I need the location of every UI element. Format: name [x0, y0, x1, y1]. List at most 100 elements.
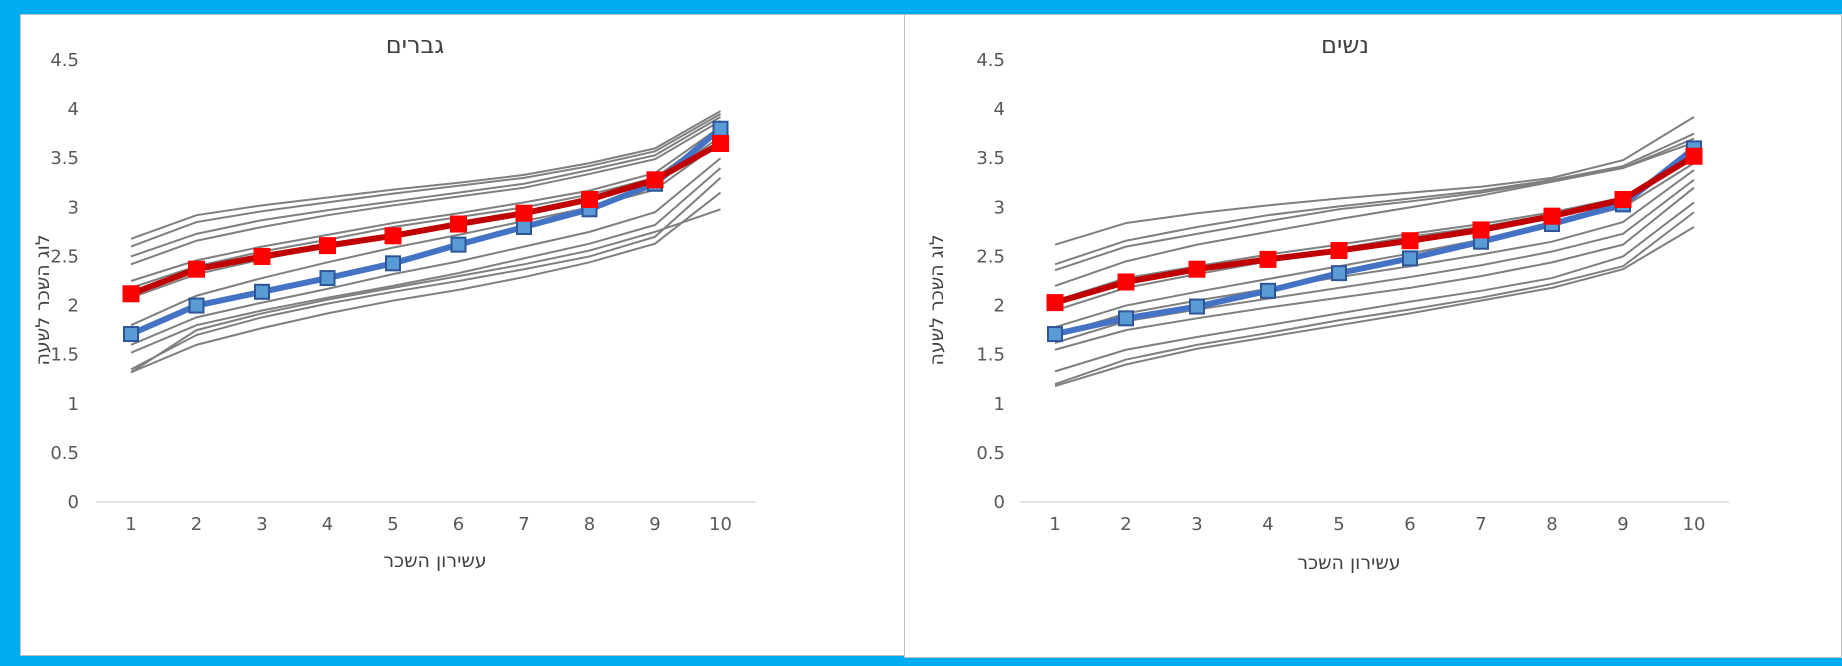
y-axis-title: לוג השכר לשעה	[926, 234, 948, 365]
series-marker	[450, 215, 467, 233]
y-tick-label: 1.5	[50, 345, 79, 366]
women-chart-panel: נשים עשירון השכר לוג השכר לשעה 0 0.5 1 1.5 2…	[904, 14, 1842, 658]
background-series-line	[1054, 186, 1695, 351]
background-series-line	[130, 167, 722, 354]
x-tick-label: 5	[387, 514, 398, 535]
x-tick-label: 10	[1683, 514, 1706, 535]
series-marker	[384, 227, 402, 245]
y-tick-label: 1.5	[976, 345, 1005, 366]
background-series-line	[1054, 132, 1695, 266]
background-series-line	[1054, 169, 1695, 336]
x-tick-label: 5	[1333, 514, 1344, 535]
background-series-line	[130, 157, 722, 346]
chart-title: גברים	[386, 31, 445, 59]
series-marker	[122, 285, 140, 303]
x-tick-label: 6	[453, 514, 464, 535]
y-tick-label: 2.5	[50, 246, 79, 267]
series-marker	[319, 237, 336, 255]
y-tick-label: 4.5	[50, 50, 79, 71]
chart-title: נשים	[1321, 31, 1369, 59]
x-tick-label: 4	[1262, 514, 1273, 535]
series-marker	[1259, 250, 1277, 268]
y-tick-label: 3	[68, 197, 79, 218]
background-series-line	[1054, 116, 1695, 246]
background-series-line	[130, 208, 721, 374]
x-tick-label: 3	[1191, 514, 1202, 535]
y-tick-label: 3.5	[50, 148, 79, 169]
x-tick-label: 1	[125, 514, 136, 535]
background-series-line	[130, 113, 721, 248]
series-marker	[516, 218, 532, 235]
y-tick-label: 0	[994, 492, 1005, 513]
background-series-line	[130, 129, 722, 289]
y-tick-label: 4	[68, 99, 79, 120]
series-marker	[1614, 190, 1632, 208]
y-tick-label: 3	[994, 197, 1005, 218]
highlight-series-line	[129, 140, 722, 297]
y-tick-label: 0	[68, 492, 79, 513]
x-tick-label: 4	[322, 514, 333, 535]
x-axis-title: עשירון השכר	[1297, 552, 1400, 574]
men-chart-panel: גברים עשירון השכר לוג השכר לשעה 0 0.5 1 1.5…	[20, 14, 907, 656]
x-tick-label: 7	[1475, 514, 1486, 535]
series-marker	[123, 326, 139, 343]
y-tick-label: 1	[68, 394, 79, 415]
y-tick-label: 0.5	[50, 443, 79, 464]
background-series-line	[1054, 211, 1695, 386]
background-series-line	[130, 116, 722, 258]
series-marker	[188, 260, 205, 278]
x-tick-label: 3	[256, 514, 267, 535]
background-series-line	[1054, 157, 1695, 312]
y-tick-label: 3.5	[976, 148, 1005, 169]
background-series-line	[1054, 226, 1695, 388]
background-series-line	[130, 125, 722, 282]
series-marker	[1188, 260, 1206, 278]
background-series-line	[1054, 141, 1695, 287]
women-chart: נשים עשירון השכר לוג השכר לשעה 0 0.5 1 1.5 2…	[926, 31, 1729, 574]
x-tick-label: 7	[518, 514, 529, 535]
series-marker	[254, 283, 270, 300]
series-marker	[385, 255, 401, 272]
highlight-series-line	[1054, 146, 1696, 337]
x-tick-label: 6	[1404, 514, 1415, 535]
series-marker	[712, 120, 729, 137]
y-tick-label: 2	[994, 296, 1005, 317]
x-tick-label: 10	[709, 514, 732, 535]
series-marker	[581, 190, 598, 208]
series-marker	[1117, 273, 1135, 291]
y-tick-label: 4.5	[976, 50, 1005, 71]
series-marker	[1118, 310, 1134, 327]
background-series-line	[130, 110, 721, 240]
x-axis-title: עשירון השכר	[383, 550, 486, 572]
x-tick-label: 1	[1049, 514, 1060, 535]
series-marker	[1331, 265, 1347, 282]
y-tick-label: 0.5	[976, 443, 1005, 464]
series-marker	[1047, 326, 1063, 343]
series-marker	[1401, 232, 1419, 250]
series-marker	[1330, 242, 1348, 260]
series-marker	[1046, 294, 1064, 312]
x-tick-label: 8	[584, 514, 595, 535]
series-marker	[188, 297, 205, 314]
series-marker	[319, 270, 336, 287]
series-marker	[253, 247, 271, 265]
x-tick-label: 9	[649, 514, 660, 535]
y-axis-title: לוג השכר לשעה	[32, 234, 54, 365]
series-marker	[646, 171, 664, 189]
x-tick-label: 9	[1617, 514, 1628, 535]
series-marker	[1685, 147, 1703, 165]
series-marker	[1543, 207, 1561, 225]
y-tick-label: 1	[994, 394, 1005, 415]
background-series-line	[130, 177, 722, 371]
series-marker	[1472, 221, 1490, 239]
background-series-line	[130, 191, 722, 374]
series-marker	[515, 204, 533, 222]
x-tick-label: 8	[1546, 514, 1557, 535]
background-series-line	[1054, 201, 1695, 373]
men-chart: גברים עשירון השכר לוג השכר לשעה 0 0.5 1 1.5…	[32, 31, 756, 572]
highlight-series-line	[129, 126, 723, 337]
background-series-line	[130, 120, 722, 266]
series-marker	[1402, 250, 1418, 267]
y-tick-label: 2	[68, 296, 79, 317]
x-tick-label: 2	[1120, 514, 1131, 535]
